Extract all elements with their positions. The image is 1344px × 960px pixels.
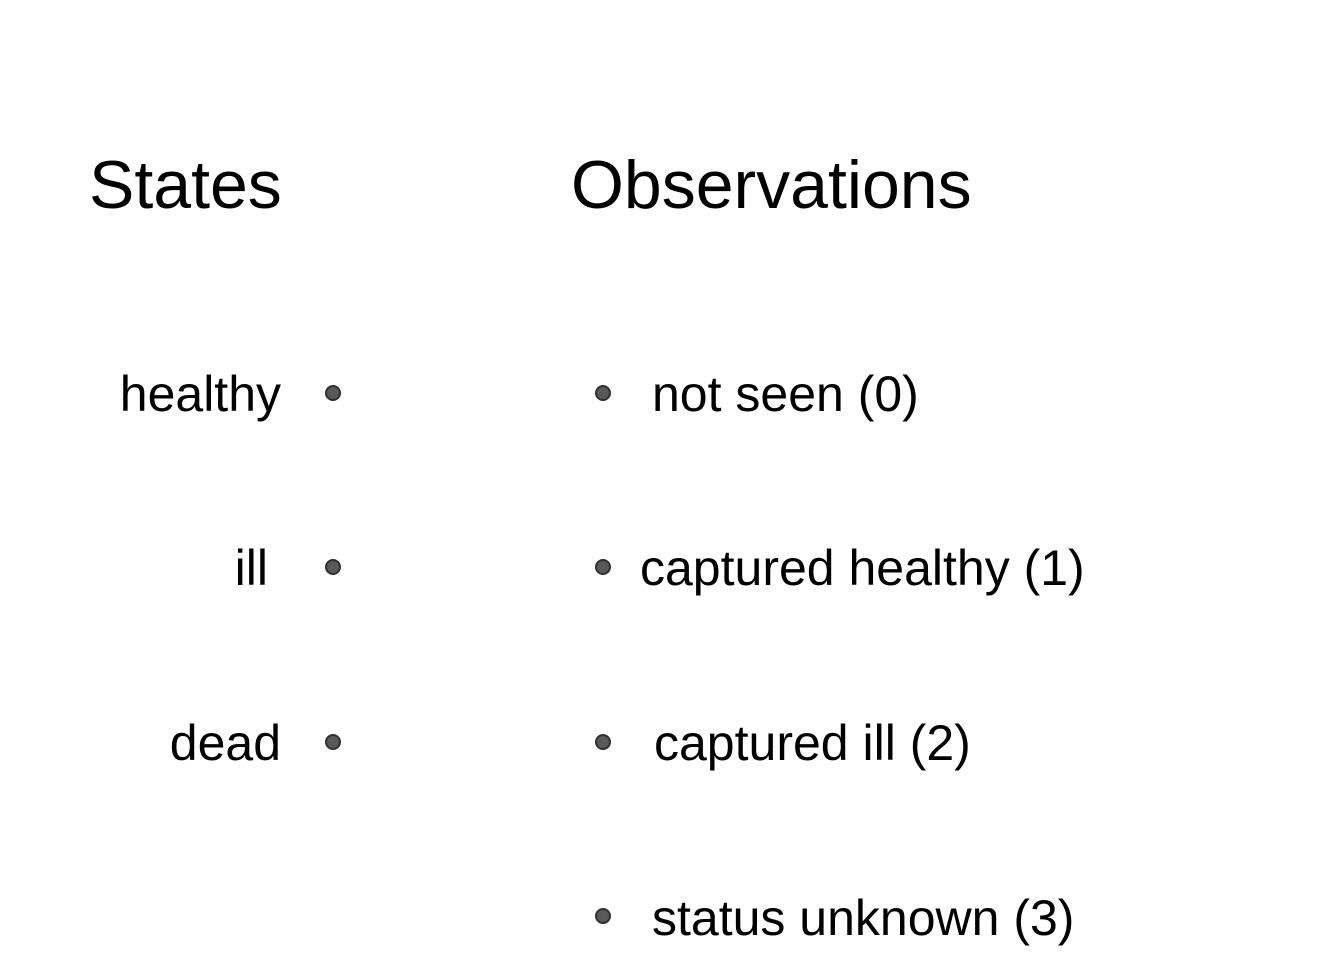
observation-label-1: captured healthy (1): [640, 540, 1085, 596]
observation-label-0: not seen (0): [652, 366, 919, 422]
observation-node-2: [595, 734, 611, 750]
state-node-dead: [325, 734, 341, 750]
state-node-healthy: [325, 385, 341, 401]
observation-label-2: captured ill (2): [654, 715, 971, 771]
observations-heading: Observations: [571, 147, 972, 223]
states-heading: States: [89, 147, 282, 223]
state-label-ill: ill: [234, 540, 268, 596]
observation-node-3: [595, 908, 611, 924]
observation-node-0: [595, 385, 611, 401]
observation-label-3: status unknown (3): [652, 890, 1075, 946]
state-node-ill: [325, 559, 341, 575]
observation-node-1: [595, 559, 611, 575]
state-label-dead: dead: [169, 715, 281, 771]
state-label-healthy: healthy: [119, 366, 281, 422]
